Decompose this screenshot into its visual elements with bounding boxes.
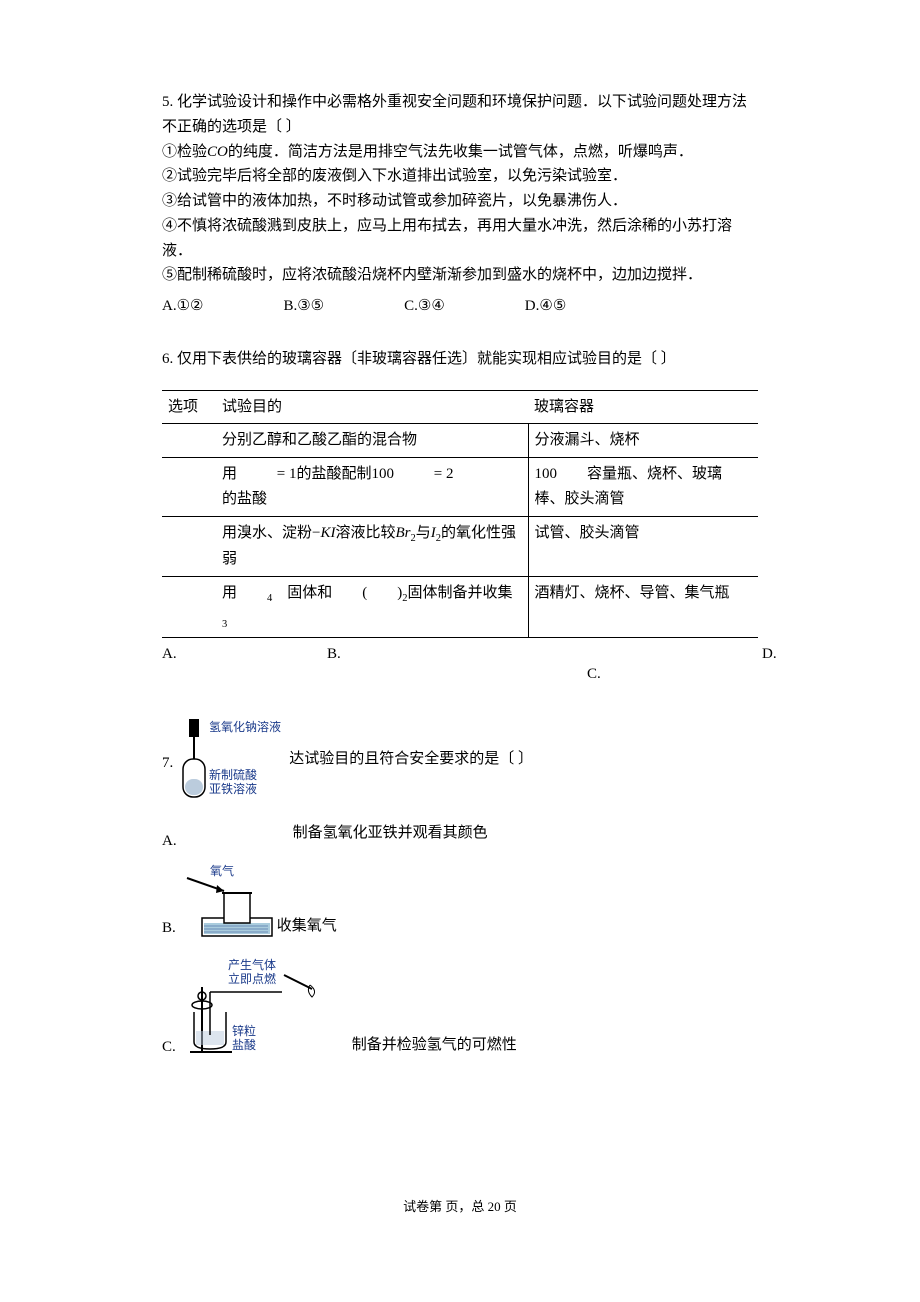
- q6-row-c: 用溴水、淀粉−KI溶液比较Br2与I2的氧化性强弱 试管、胶头滴管: [162, 516, 758, 576]
- q6-d-3: 3: [222, 619, 227, 630]
- q6-number: 6.: [162, 351, 173, 367]
- diag-label-zn: 锌粒: [232, 1023, 256, 1038]
- q5-stem: 5. 化学试验设计和操作中必需格外重视安全问题和环境保护问题．以下试验问题处理方…: [162, 90, 758, 140]
- q6-b-g1: 100 容量瓶、烧杯、玻璃: [535, 466, 723, 482]
- q7-text-b: 收集氧气: [277, 914, 337, 947]
- q5-item-3: ③给试管中的液体加热，不时移动试管或参加碎瓷片，以免暴沸伤人．: [162, 189, 758, 214]
- q6-header-row: 选项 试验目的 玻璃容器: [162, 390, 758, 424]
- q6-d-num: [162, 576, 216, 638]
- q5-item1-a: ①检验: [162, 144, 207, 160]
- gas-collection-icon: 氧气: [182, 863, 277, 938]
- q6-b-purpose: 用 = 1的盐酸配制100 = 2 的盐酸: [216, 458, 528, 517]
- q6-c-p1: 用溴水、淀粉−: [222, 525, 320, 541]
- q7-text-c: 制备并检验氢气的可燃性: [332, 1033, 517, 1066]
- footer-text-a: 试卷第 页，总: [403, 1199, 488, 1214]
- q7-diagram-b: 氧气: [182, 863, 277, 947]
- q7-label-a: A.: [162, 829, 177, 854]
- q6-c-p2: 溶液比较: [335, 525, 395, 541]
- diag-label-naoh: 氢氧化钠溶液: [209, 719, 281, 734]
- q6-d-purpose: 用 4 固体和 ( )2固体制备并收集 3: [216, 576, 528, 638]
- q6-ans-b[interactable]: B.: [327, 642, 587, 687]
- diag-label-feso4-1: 新制硫酸: [209, 767, 257, 782]
- q7-text-a: 制备氢氧化亚铁并观看其颜色: [293, 821, 488, 854]
- q7-stem-line: 7. 氢氧化钠溶液 新制硫酸 亚铁溶液 达试验目的且符合安全要求的是〔 〕: [162, 717, 758, 811]
- q6-c-ki: KI: [320, 525, 335, 541]
- q6-ans-a[interactable]: A.: [162, 642, 327, 687]
- q6-d-glass: 酒精灯、烧杯、导管、集气瓶: [528, 576, 758, 638]
- question-6: 6. 仅用下表供给的玻璃容器〔非玻璃容器任选〕就能实现相应试验目的是〔 〕 选项…: [162, 347, 758, 687]
- q5-number: 5.: [162, 94, 173, 110]
- page-footer: 试卷第 页，总 20 页: [162, 1196, 758, 1217]
- q7-option-b[interactable]: B. 氧气 收集氧气: [162, 863, 758, 947]
- diag-label-hcl: 盐酸: [232, 1037, 256, 1052]
- q5-stem-text: 化学试验设计和操作中必需格外重视安全问题和环境保护问题．以下试验问题处理方法不正…: [162, 94, 747, 135]
- q7-option-a[interactable]: A. 制备氢氧化亚铁并观看其颜色: [162, 821, 758, 854]
- q6-c-glass: 试管、胶头滴管: [528, 516, 758, 576]
- q6-c-br: Br: [395, 525, 410, 541]
- hydrogen-prep-icon: 产生气体 立即点燃 锌粒 盐酸: [182, 957, 332, 1057]
- q6-table: 选项 试验目的 玻璃容器 分别乙醇和乙酸乙酯的混合物 分液漏斗、烧杯 用 = 1…: [162, 390, 758, 639]
- q6-d-p3: 固体制备并收集: [408, 585, 543, 601]
- q6-col2: 试验目的: [216, 390, 528, 424]
- q6-a-num: [162, 424, 216, 458]
- question-7: 7. 氢氧化钠溶液 新制硫酸 亚铁溶液 达试验目的且符合安全要求的是〔 〕 A.…: [162, 717, 758, 1066]
- q6-stem: 6. 仅用下表供给的玻璃容器〔非玻璃容器任选〕就能实现相应试验目的是〔 〕: [162, 347, 758, 372]
- question-5: 5. 化学试验设计和操作中必需格外重视安全问题和环境保护问题．以下试验问题处理方…: [162, 90, 758, 319]
- q5-options: A.①② B.③⑤ C.③④ D.④⑤: [162, 294, 758, 319]
- q6-col1: 选项: [162, 390, 216, 424]
- diag-label-gas: 产生气体: [228, 957, 276, 972]
- q6-b-glass: 100 容量瓶、烧杯、玻璃 棒、胶头滴管: [528, 458, 758, 517]
- diag-label-ignite: 立即点燃: [228, 971, 276, 986]
- q7-stem-text: 达试验目的且符合安全要求的是〔 〕: [289, 747, 533, 780]
- q6-c-p3: 与: [416, 525, 431, 541]
- q6-b-num: [162, 458, 216, 517]
- q6-b-p2: = 1的盐酸配制100: [273, 466, 394, 482]
- q5-item-2: ②试验完毕后将全部的废液倒入下水道排出试验室，以免污染试验室．: [162, 164, 758, 189]
- q5-item-1: ①检验CO的纯度．简洁方法是用排空气法先收集一试管气体，点燃，听爆鸣声．: [162, 140, 758, 165]
- footer-pages: 20: [488, 1199, 501, 1214]
- q5-option-c[interactable]: C.③④: [404, 294, 445, 319]
- q6-a-glass: 分液漏斗、烧杯: [528, 424, 758, 458]
- q5-item1-co: CO: [207, 144, 228, 160]
- test-tube-dropper-icon: 氢氧化钠溶液 新制硫酸 亚铁溶液: [179, 717, 289, 802]
- q6-b-p4: 的盐酸: [222, 491, 267, 507]
- q6-a-purpose: 分别乙醇和乙酸乙酯的混合物: [216, 424, 528, 458]
- q6-d-p2: 固体和 ( ): [272, 585, 402, 601]
- q6-b-p3: = 2: [430, 466, 453, 482]
- q7-diagram-c: 产生气体 立即点燃 锌粒 盐酸: [182, 957, 332, 1066]
- q6-b-g2: 棒、胶头滴管: [535, 491, 625, 507]
- q7-diagram-stem: 氢氧化钠溶液 新制硫酸 亚铁溶液: [179, 717, 289, 811]
- q6-row-b: 用 = 1的盐酸配制100 = 2 的盐酸 100 容量瓶、烧杯、玻璃 棒、胶头…: [162, 458, 758, 517]
- diag-label-o2: 氧气: [210, 863, 234, 878]
- q7-option-c[interactable]: C. 产生气体 立即点燃 锌粒 盐酸 制备并检验氢气的可燃性: [162, 957, 758, 1066]
- q7-label-c: C.: [162, 1035, 176, 1066]
- q6-b-p1: 用: [222, 466, 237, 482]
- q6-ans-c[interactable]: C.: [587, 642, 762, 687]
- q5-item-4: ④不慎将浓硫酸溅到皮肤上，应马上用布拭去，再用大量水冲洗，然后涂稀的小苏打溶液．: [162, 214, 758, 264]
- q6-col3: 玻璃容器: [528, 390, 758, 424]
- footer-text-c: 页: [501, 1199, 517, 1214]
- q6-c-num: [162, 516, 216, 576]
- q6-stem-text: 仅用下表供给的玻璃容器〔非玻璃容器任选〕就能实现相应试验目的是〔 〕: [177, 351, 676, 367]
- q6-d-p1: 用: [222, 585, 267, 601]
- q6-row-a: 分别乙醇和乙酸乙酯的混合物 分液漏斗、烧杯: [162, 424, 758, 458]
- q6-c-purpose: 用溴水、淀粉−KI溶液比较Br2与I2的氧化性强弱: [216, 516, 528, 576]
- q5-option-d[interactable]: D.④⑤: [525, 294, 566, 319]
- q5-option-a[interactable]: A.①②: [162, 294, 203, 319]
- q5-item1-b: 的纯度．简洁方法是用排空气法先收集一试管气体，点燃，听爆鸣声．: [228, 144, 693, 160]
- q6-ans-d[interactable]: D.: [762, 642, 777, 687]
- diag-label-feso4-2: 亚铁溶液: [209, 781, 257, 796]
- q5-item-5: ⑤配制稀硫酸时，应将浓硫酸沿烧杯内壁渐渐参加到盛水的烧杯中，边加边搅拌．: [162, 263, 758, 288]
- q6-answers: A. B. C. D.: [162, 642, 758, 687]
- q7-number: 7.: [162, 751, 173, 776]
- q7-label-b: B.: [162, 916, 176, 947]
- q5-option-b[interactable]: B.③⑤: [283, 294, 324, 319]
- q6-row-d: 用 4 固体和 ( )2固体制备并收集 3 酒精灯、烧杯、导管、集气瓶: [162, 576, 758, 638]
